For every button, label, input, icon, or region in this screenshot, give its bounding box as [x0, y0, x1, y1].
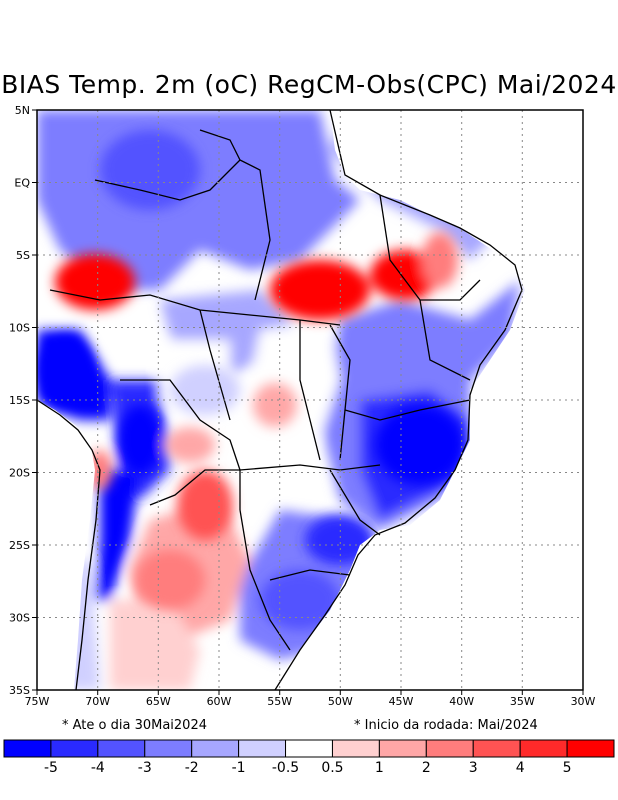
y-tick-label: EQ [14, 177, 30, 190]
x-tick-label: 60W [207, 695, 232, 708]
colorbar-box [97, 739, 146, 758]
core-western-amazon-warm [55, 254, 135, 310]
colorbar-label: -3 [138, 760, 152, 776]
region-andes-cold [95, 470, 140, 600]
y-tick-label: 15S [9, 394, 30, 407]
region-south-andes-warm [110, 600, 200, 690]
y-tick-label: 20S [9, 467, 30, 480]
y-tick-label: 35S [9, 684, 30, 697]
y-tick-labels: 5N EQ 5S 10S 15S 20S 25S 30S 35S [9, 104, 30, 697]
colorbar-box [566, 739, 615, 758]
colorbar-label: 5 [563, 760, 572, 776]
atlantic-ocean-mask [270, 110, 583, 690]
colorbar-label: 1 [375, 760, 384, 776]
country-borders [37, 110, 523, 690]
gridlines [37, 110, 583, 690]
x-tick-label: 75W [25, 695, 50, 708]
colorbar-label: 2 [422, 760, 431, 776]
map-title: BIAS Temp. 2m (oC) RegCM-Obs(CPC) Mai/20… [1, 70, 617, 99]
colorbar-box [519, 739, 568, 758]
x-tick-label: 30W [571, 695, 596, 708]
x-tick-label: 55W [267, 695, 292, 708]
x-tick-label: 35W [510, 695, 535, 708]
colorbar-label: 0.5 [321, 760, 343, 776]
y-tick-label: 5S [16, 249, 30, 262]
core-para-warm [270, 260, 370, 320]
x-tick-label: 70W [85, 695, 110, 708]
colorbar: -5 -4 -3 -2 -1 -0.5 0.5 1 2 3 4 5 [3, 739, 615, 776]
colorbar-label: 4 [516, 760, 525, 776]
colorbar-label: 3 [469, 760, 478, 776]
tick-marks [32, 109, 584, 695]
core-paraguay-south-warm [135, 550, 205, 610]
y-tick-label: 10S [9, 322, 30, 335]
colorbar-box [331, 739, 380, 758]
x-tick-label: 65W [146, 695, 171, 708]
core-pantanal-cold [170, 365, 240, 415]
x-tick-label: 40W [449, 695, 474, 708]
x-tick-label: 45W [389, 695, 414, 708]
colorbar-box [238, 739, 287, 758]
colorbar-box [285, 739, 333, 758]
colorbar-label: -2 [185, 760, 199, 776]
core-amazon-cold [100, 130, 200, 210]
colorbar-label: -1 [232, 760, 246, 776]
colorbar-box [425, 739, 474, 758]
colorbar-box [378, 739, 427, 758]
colorbar-label: -4 [91, 760, 105, 776]
colorbar-label: -5 [44, 760, 58, 776]
core-maranhao-warm [422, 232, 458, 288]
colorbar-box [3, 739, 52, 758]
x-tick-labels: 75W 70W 65W 60W 55W 50W 45W 40W 35W 30W [25, 695, 596, 708]
colorbar-box [50, 739, 99, 758]
colorbar-box [144, 739, 193, 758]
colorbar-box [472, 739, 521, 758]
colorbar-label: -0.5 [272, 760, 299, 776]
x-tick-label: 50W [328, 695, 353, 708]
y-tick-label: 5N [15, 104, 30, 117]
y-tick-label: 25S [9, 539, 30, 552]
core-minas-cold [375, 405, 465, 485]
bias-map: 75W 70W 65W 60W 55W 50W 45W 40W 35W 30W … [9, 104, 596, 708]
core-chaco-cold [118, 405, 162, 475]
core-mato-grosso-warm [253, 383, 297, 427]
note-run-start: * Inicio da rodada: Mai/2024 [354, 718, 538, 733]
y-tick-label: 30S [9, 612, 30, 625]
note-end-date: * Ate o dia 30Mai2024 [62, 718, 207, 733]
colorbar-box [191, 739, 240, 758]
core-chaco-warm [165, 427, 215, 463]
core-bolivia-cold [37, 335, 93, 405]
core-paraguay-warm [177, 470, 233, 540]
